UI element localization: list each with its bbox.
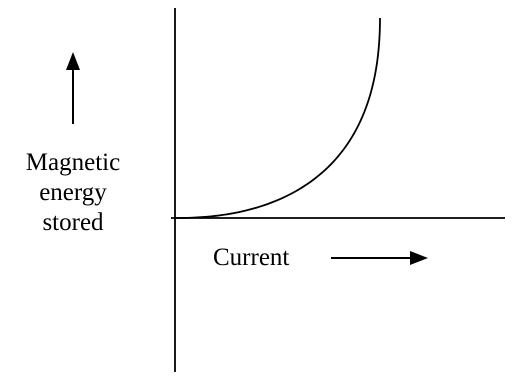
y-label-line-1: Magnetic bbox=[25, 149, 121, 176]
x-axis-label: Current bbox=[213, 244, 290, 271]
x-label-arrow-head bbox=[410, 251, 428, 265]
energy-current-curve bbox=[174, 17, 381, 219]
y-label-line-2: energy bbox=[39, 179, 107, 206]
y-label-line-3: stored bbox=[42, 209, 104, 236]
y-label-arrow-head bbox=[66, 52, 80, 70]
